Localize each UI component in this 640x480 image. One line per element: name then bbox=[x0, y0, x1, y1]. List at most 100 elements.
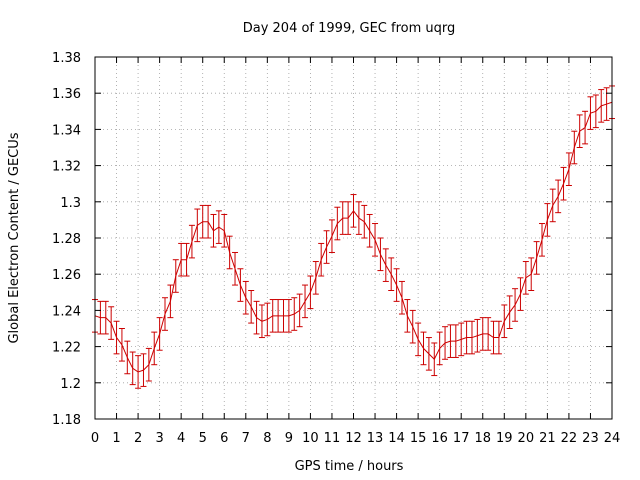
error-bar bbox=[221, 213, 228, 248]
x-tick-label: 6 bbox=[220, 431, 228, 446]
y-tick-label: 1.22 bbox=[52, 341, 81, 356]
error-bar bbox=[452, 324, 459, 358]
axis-ticks bbox=[94, 56, 613, 420]
error-bar bbox=[549, 188, 556, 223]
x-tick-label: 12 bbox=[345, 431, 362, 446]
error-bar bbox=[436, 331, 443, 366]
error-bar bbox=[404, 299, 411, 333]
y-tick-label: 1.28 bbox=[52, 232, 81, 247]
error-bar bbox=[501, 304, 508, 339]
error-bar bbox=[468, 320, 475, 355]
x-tick-label: 4 bbox=[177, 431, 185, 446]
y-tick-labels: 1.18 1.2 1.22 1.24 1.26 1.28 1.3 1.32 1.34 1.36 1.… bbox=[52, 51, 81, 428]
x-tick-label: 22 bbox=[561, 431, 578, 446]
error-bar bbox=[522, 261, 529, 295]
error-bar bbox=[269, 299, 276, 333]
error-bar bbox=[145, 347, 152, 382]
error-bar bbox=[291, 297, 298, 331]
y-tick-label: 1.32 bbox=[52, 160, 81, 175]
grid bbox=[95, 57, 612, 419]
error-bar bbox=[118, 328, 125, 362]
error-bar bbox=[350, 194, 357, 228]
x-tick-label: 7 bbox=[242, 431, 250, 446]
error-bar bbox=[334, 206, 341, 241]
error-bar bbox=[248, 289, 255, 324]
error-bar bbox=[253, 300, 260, 335]
x-tick-label: 11 bbox=[324, 431, 341, 446]
error-bar bbox=[124, 340, 131, 375]
error-bar bbox=[425, 337, 432, 371]
error-bar bbox=[226, 235, 233, 270]
error-bar bbox=[576, 114, 583, 148]
y-tick-label: 1.36 bbox=[52, 87, 81, 102]
error-bar bbox=[188, 224, 195, 259]
x-tick-label: 8 bbox=[263, 431, 271, 446]
x-axis-label: GPS time / hours bbox=[295, 459, 404, 474]
error-bar bbox=[275, 299, 282, 333]
y-tick-label: 1.18 bbox=[52, 413, 81, 428]
error-bar bbox=[318, 242, 325, 277]
error-bar bbox=[592, 94, 599, 129]
x-tick-label: 10 bbox=[302, 431, 319, 446]
error-bar bbox=[533, 241, 540, 275]
error-bar bbox=[205, 204, 212, 239]
error-bar bbox=[237, 268, 244, 302]
error-bar bbox=[172, 259, 179, 293]
error-bar bbox=[388, 257, 395, 291]
error-bar bbox=[339, 201, 346, 235]
error-bar bbox=[307, 275, 314, 310]
error-bar bbox=[156, 317, 163, 351]
error-bar bbox=[485, 317, 492, 351]
error-bar bbox=[571, 130, 578, 165]
error-bar bbox=[538, 223, 545, 257]
error-bar bbox=[393, 268, 400, 302]
error-bar bbox=[312, 261, 319, 295]
error-bar bbox=[603, 87, 610, 121]
error-bar bbox=[102, 300, 109, 335]
x-tick-label: 19 bbox=[496, 431, 513, 446]
error-bar bbox=[323, 230, 330, 264]
x-tick-label: 23 bbox=[582, 431, 599, 446]
x-tick-label: 18 bbox=[474, 431, 491, 446]
error-bar bbox=[415, 322, 422, 357]
error-bar bbox=[409, 309, 416, 344]
error-bar bbox=[113, 320, 120, 355]
error-bar bbox=[140, 353, 147, 387]
error-bar bbox=[582, 110, 589, 145]
x-tick-label: 14 bbox=[388, 431, 405, 446]
x-tick-label: 0 bbox=[91, 431, 99, 446]
error-bar bbox=[506, 295, 513, 329]
error-bar bbox=[479, 317, 486, 351]
error-bar bbox=[183, 242, 190, 277]
error-bar bbox=[258, 304, 265, 339]
error-bar bbox=[167, 284, 174, 319]
x-tick-label: 15 bbox=[410, 431, 427, 446]
error-bar bbox=[355, 201, 362, 235]
x-tick-labels: 0 1 2 3 4 5 6 7 8 9 10 11 12 13 14 15 16 17 18 19 20 21 22 23 24 bbox=[91, 431, 620, 446]
y-axis-label: Global Electron Content / GECUs bbox=[7, 132, 22, 343]
x-tick-label: 2 bbox=[134, 431, 142, 446]
error-bar bbox=[458, 322, 465, 357]
error-bar bbox=[372, 223, 379, 257]
y-tick-label: 1.26 bbox=[52, 268, 81, 283]
x-tick-label: 9 bbox=[285, 431, 293, 446]
error-bar bbox=[463, 320, 470, 355]
error-bar bbox=[280, 299, 287, 333]
error-bar bbox=[420, 331, 427, 366]
x-tick-label: 1 bbox=[112, 431, 120, 446]
error-bar bbox=[565, 152, 572, 187]
error-bar bbox=[447, 324, 454, 358]
chart-title: Day 204 of 1999, GEC from uqrg bbox=[243, 21, 456, 36]
error-bar bbox=[108, 306, 115, 340]
error-bar bbox=[366, 213, 373, 248]
error-bar bbox=[361, 204, 368, 239]
x-tick-label: 16 bbox=[431, 431, 448, 446]
x-tick-label: 20 bbox=[518, 431, 535, 446]
error-bar bbox=[512, 288, 519, 322]
error-bar bbox=[490, 320, 497, 355]
error-bar bbox=[495, 320, 502, 355]
error-bar bbox=[135, 355, 142, 389]
error-bar bbox=[296, 293, 303, 328]
error-bar bbox=[129, 351, 136, 386]
y-tick-label: 1.24 bbox=[52, 304, 81, 319]
